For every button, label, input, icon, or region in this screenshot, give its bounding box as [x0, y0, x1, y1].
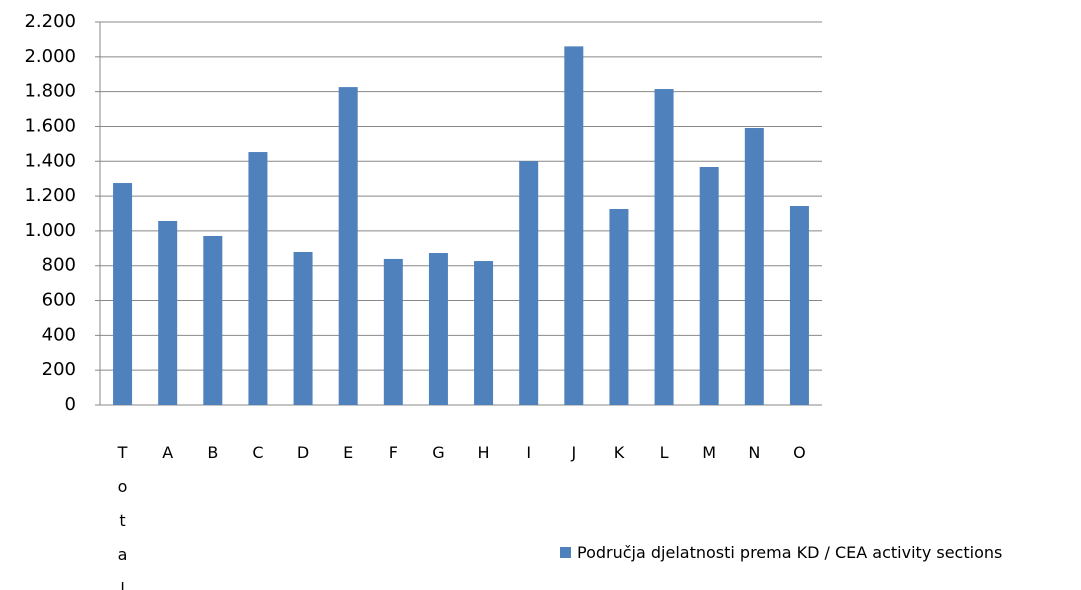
y-tick-label: 200 [42, 359, 76, 380]
x-tick-label: F [388, 443, 398, 462]
x-tick-label: K [613, 443, 625, 462]
x-tick-label: I [526, 443, 532, 462]
bar [654, 89, 674, 406]
x-tick-label: H [477, 443, 490, 462]
y-tick-label: 800 [42, 255, 76, 276]
bar [293, 251, 313, 405]
x-tick-label: N [748, 443, 761, 462]
y-tick-label: 1.800 [24, 81, 76, 102]
y-tick-label: 2.200 [24, 11, 76, 32]
bar [383, 258, 403, 405]
y-tick-label: 1.200 [24, 185, 76, 206]
bar [203, 235, 223, 405]
legend-swatch [560, 547, 571, 558]
x-tick-label: M [702, 443, 717, 462]
y-tick-label: 0 [65, 394, 76, 415]
x-tick-label: B [207, 443, 219, 462]
legend-label: Područja djelatnosti prema KD / CEA acti… [577, 543, 1003, 562]
x-tick-label: G [432, 443, 445, 462]
y-tick-label: 400 [42, 324, 76, 345]
bar [248, 152, 268, 405]
legend: Područja djelatnosti prema KD / CEA acti… [560, 543, 1002, 562]
bar [519, 161, 539, 405]
x-tick-label: Total [117, 443, 128, 590]
x-tick-label: J [571, 443, 577, 462]
bar [113, 183, 133, 405]
bar [744, 128, 764, 405]
bar [338, 87, 358, 406]
x-tick-label: O [793, 443, 806, 462]
bar [564, 46, 584, 405]
x-tick-label: C [252, 443, 264, 462]
x-tick-label: E [343, 443, 354, 462]
bar [789, 206, 809, 405]
x-tick-label: D [296, 443, 310, 462]
bar [474, 261, 494, 405]
x-tick-label: L [659, 443, 669, 462]
y-tick-label: 600 [42, 290, 76, 311]
bar [699, 167, 719, 405]
y-tick-label: 2.000 [24, 46, 76, 67]
bar [428, 253, 448, 405]
x-tick-label: A [162, 443, 174, 462]
y-tick-label: 1.400 [24, 150, 76, 171]
y-tick-label: 1.000 [24, 220, 76, 241]
y-tick-label: 1.600 [24, 115, 76, 136]
bar [158, 220, 178, 405]
bar [609, 208, 629, 405]
